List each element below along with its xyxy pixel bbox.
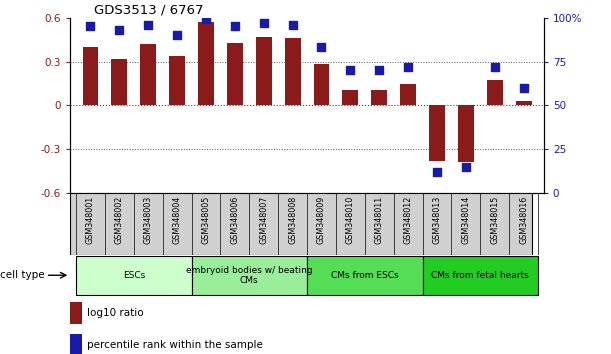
Point <box>490 64 500 70</box>
Point <box>230 24 240 29</box>
Bar <box>70 302 82 324</box>
Point <box>114 27 124 33</box>
Bar <box>458 105 474 162</box>
Bar <box>285 38 301 105</box>
Point <box>432 169 442 175</box>
Text: GSM348008: GSM348008 <box>288 196 297 244</box>
Bar <box>423 256 538 295</box>
Text: GSM348014: GSM348014 <box>461 196 470 244</box>
Text: GSM348015: GSM348015 <box>490 196 499 244</box>
Text: CMs from fetal hearts: CMs from fetal hearts <box>431 271 529 280</box>
Bar <box>82 47 98 105</box>
Point <box>316 45 326 50</box>
Bar <box>371 90 387 105</box>
Bar <box>169 56 185 105</box>
Point <box>345 67 355 73</box>
Bar <box>429 105 445 161</box>
Bar <box>198 22 214 105</box>
Text: GSM348005: GSM348005 <box>202 196 210 244</box>
Text: GSM348007: GSM348007 <box>259 196 268 244</box>
Text: GSM348009: GSM348009 <box>317 196 326 244</box>
Bar <box>313 64 329 105</box>
Text: ESCs: ESCs <box>123 271 145 280</box>
Bar <box>227 42 243 105</box>
Text: GSM348006: GSM348006 <box>230 196 240 244</box>
Point <box>201 17 211 22</box>
Bar <box>76 256 191 295</box>
Text: log10 ratio: log10 ratio <box>87 308 144 319</box>
Bar <box>342 90 358 105</box>
Point <box>519 85 529 91</box>
Text: GSM348002: GSM348002 <box>115 196 124 244</box>
Point <box>375 67 384 73</box>
Text: GDS3513 / 6767: GDS3513 / 6767 <box>94 4 203 17</box>
Bar <box>141 44 156 105</box>
Point <box>86 24 95 29</box>
Text: percentile rank within the sample: percentile rank within the sample <box>87 340 263 350</box>
Text: GSM348011: GSM348011 <box>375 196 384 244</box>
Text: GSM348012: GSM348012 <box>404 196 412 244</box>
Point <box>172 32 182 38</box>
Text: cell type: cell type <box>0 270 45 280</box>
Bar <box>400 84 416 105</box>
Bar <box>256 37 272 105</box>
Point <box>259 20 269 26</box>
Text: GSM348001: GSM348001 <box>86 196 95 244</box>
Bar <box>70 334 82 354</box>
Text: GSM348010: GSM348010 <box>346 196 355 244</box>
Point <box>144 22 153 28</box>
Text: GSM348016: GSM348016 <box>519 196 528 244</box>
Text: GSM348004: GSM348004 <box>172 196 181 244</box>
Bar <box>516 101 532 105</box>
Point <box>461 164 470 170</box>
Text: CMs from ESCs: CMs from ESCs <box>331 271 398 280</box>
Bar <box>111 59 127 105</box>
Text: GSM348003: GSM348003 <box>144 196 153 244</box>
Text: GSM348013: GSM348013 <box>433 196 442 244</box>
Bar <box>191 256 307 295</box>
Bar <box>487 80 503 105</box>
Point <box>403 64 413 70</box>
Bar <box>307 256 423 295</box>
Text: embryoid bodies w/ beating
CMs: embryoid bodies w/ beating CMs <box>186 266 313 285</box>
Point <box>288 22 298 28</box>
